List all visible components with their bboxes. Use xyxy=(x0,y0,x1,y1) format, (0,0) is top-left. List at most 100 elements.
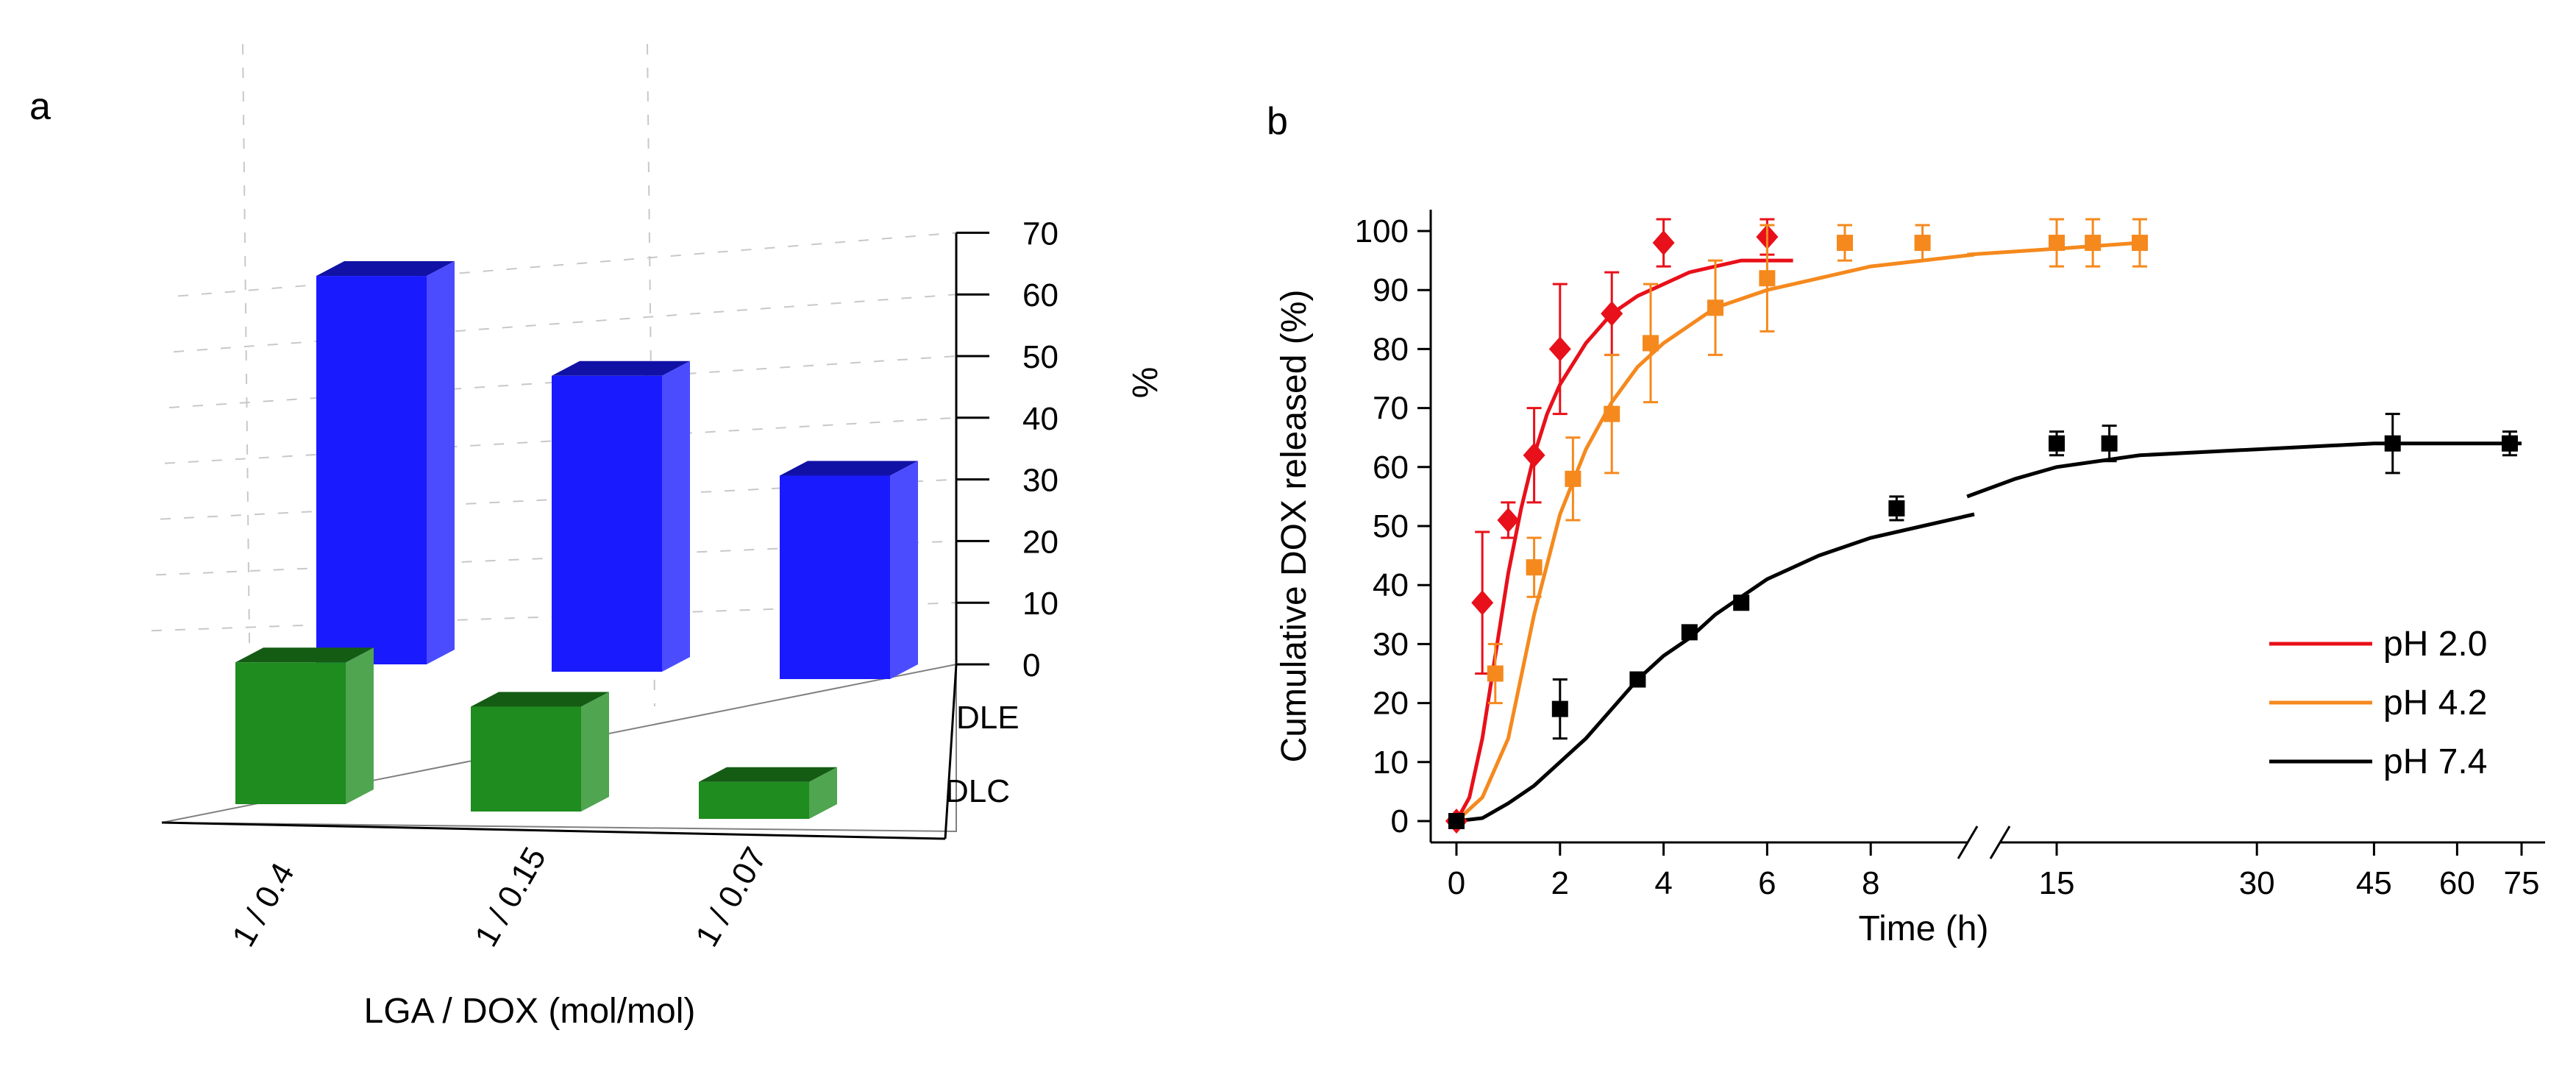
data-point xyxy=(2101,435,2118,452)
legend-label: pH 2.0 xyxy=(2383,625,2487,664)
y-tick-label: 0 xyxy=(1022,647,1040,683)
y-tick-label: 10 xyxy=(1373,745,1409,781)
axis-break-mark xyxy=(1957,825,1979,859)
y-tick-label: 30 xyxy=(1022,463,1058,499)
y-tick-label: 60 xyxy=(1373,450,1409,486)
data-point xyxy=(1548,336,1571,362)
data-point xyxy=(1643,335,1659,352)
bar-dlc xyxy=(699,781,809,819)
y-tick-label: 40 xyxy=(1373,567,1409,603)
x-tick-label: 60 xyxy=(2439,865,2475,901)
data-point xyxy=(1487,665,1504,682)
x-tick-label: 1 / 0.07 xyxy=(689,841,774,953)
data-point xyxy=(2501,435,2518,452)
bar-dlc xyxy=(471,706,581,812)
bar-dle-top xyxy=(552,361,690,376)
y-tick-label: 20 xyxy=(1022,524,1058,560)
data-point xyxy=(1629,671,1646,688)
panel-a-3d-bar-chart: a 0 10 20 30 40 50 60 70% DLE DLC 1 / 0.4 1 / 0.15 1… xyxy=(29,43,1164,1031)
x-tick-label: 1 / 0.15 xyxy=(468,841,553,953)
panel-a-label: a xyxy=(29,85,51,128)
bar-dle-top xyxy=(316,261,455,277)
y-tick-label: 30 xyxy=(1373,626,1409,662)
panel-b-label: b xyxy=(1267,100,1288,143)
bar-dlc-side xyxy=(346,647,374,804)
legend-label: pH 7.4 xyxy=(2383,742,2487,781)
x-tick-label: 2 xyxy=(1551,865,1569,901)
data-point xyxy=(1759,270,1776,287)
bar-dle-side xyxy=(427,261,455,664)
y-tick-label: 70 xyxy=(1022,216,1058,252)
bar-dle-side xyxy=(662,361,690,672)
bar-dlc-side xyxy=(581,692,609,812)
y-axis-title: Cumulative DOX released (%) xyxy=(1275,290,1314,763)
y-tick-label: 70 xyxy=(1373,391,1409,427)
data-point xyxy=(1497,507,1520,533)
x-tick-label: 75 xyxy=(2504,865,2540,901)
data-point xyxy=(1652,230,1675,256)
depth-label-dlc: DLC xyxy=(945,773,1010,809)
y-tick-label: 10 xyxy=(1022,586,1058,622)
x-axis-title: LGA / DOX (mol/mol) xyxy=(364,992,696,1031)
data-point xyxy=(1733,594,1750,611)
bar-dlc xyxy=(235,662,346,804)
data-point xyxy=(2085,235,2102,252)
gridline xyxy=(173,294,957,353)
data-point xyxy=(1837,235,1853,252)
x-tick-label: 6 xyxy=(1758,865,1776,901)
y-tick-label: 0 xyxy=(1391,803,1409,839)
data-point xyxy=(1565,470,1581,487)
x-tick-label: 4 xyxy=(1654,865,1672,901)
bar-dlc-top xyxy=(235,647,374,663)
data-point xyxy=(1448,813,1465,829)
x-axis-title: Time (h) xyxy=(1859,909,1989,948)
panel-b-release-chart: b 0 10 20 30 40 50 60 70 80 90 100 0 2 4 6 8 15 30 45 60 75 T… xyxy=(1267,100,2545,948)
y-tick-label: 90 xyxy=(1373,272,1409,308)
bar-dlc-top xyxy=(471,692,609,707)
bar-dle xyxy=(316,276,427,664)
y-tick-label: 80 xyxy=(1373,331,1409,367)
y-tick-label: 20 xyxy=(1373,686,1409,722)
data-point xyxy=(1888,500,1905,516)
data-point xyxy=(2384,435,2401,452)
x-tick-label: 45 xyxy=(2356,865,2392,901)
data-point xyxy=(2049,235,2065,252)
x-tick-label: 15 xyxy=(2039,865,2075,901)
bar-dlc-top xyxy=(699,767,837,782)
axis-break-mark xyxy=(1989,825,2011,859)
legend-label: pH 4.2 xyxy=(2383,683,2487,722)
bar-dle xyxy=(552,375,662,672)
x-axis-line xyxy=(161,821,946,840)
x-tick-label: 8 xyxy=(1862,865,1879,901)
data-point xyxy=(2131,235,2148,252)
y-tick-label: 40 xyxy=(1022,401,1058,437)
bar-dle xyxy=(780,475,890,679)
data-point xyxy=(1707,299,1723,316)
gridline xyxy=(177,232,957,297)
data-point xyxy=(1471,590,1494,616)
depth-axis-line xyxy=(944,664,958,839)
data-point xyxy=(1681,624,1698,641)
data-point xyxy=(1914,235,1931,252)
bar-dle-top xyxy=(780,461,918,476)
gridline xyxy=(242,43,251,707)
data-point xyxy=(2049,435,2065,452)
y-tick-label: 100 xyxy=(1355,213,1409,249)
x-tick-label: 0 xyxy=(1448,865,1465,901)
x-tick-label: 1 / 0.4 xyxy=(225,857,302,953)
y-tick-label: 50 xyxy=(1022,339,1058,375)
data-point xyxy=(1523,442,1545,468)
bar-dle-side xyxy=(890,461,918,679)
x-tick-label: 30 xyxy=(2239,865,2275,901)
data-point xyxy=(1601,301,1623,327)
fit-curve-pH74 xyxy=(1456,441,2522,823)
data-point xyxy=(1551,700,1568,717)
y-axis-title: % xyxy=(1125,367,1164,399)
y-tick-label: 60 xyxy=(1022,277,1058,313)
y-tick-label: 50 xyxy=(1373,508,1409,544)
data-point xyxy=(1604,405,1620,422)
data-point xyxy=(1526,559,1543,576)
depth-label-dle: DLE xyxy=(956,700,1020,736)
gridline xyxy=(164,416,957,464)
